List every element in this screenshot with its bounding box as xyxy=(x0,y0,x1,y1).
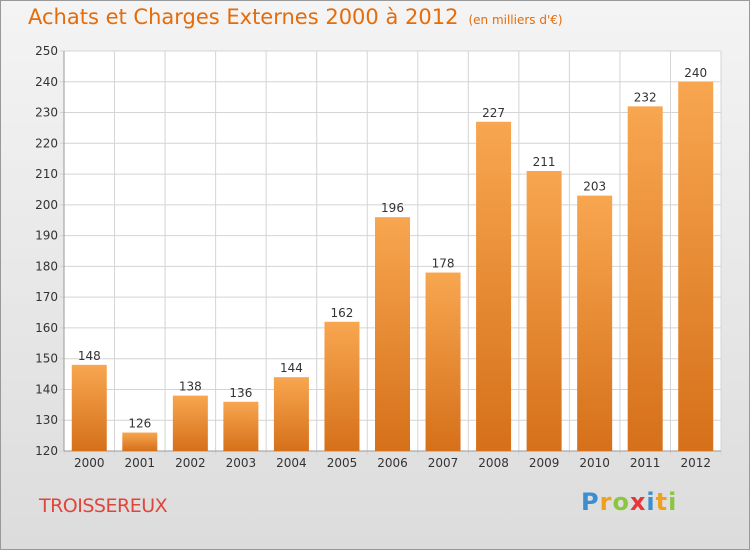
bar-2005 xyxy=(324,321,360,451)
y-tick-label: 150 xyxy=(35,352,58,366)
x-tick-label: 2007 xyxy=(428,456,459,470)
x-tick-label: 2012 xyxy=(680,456,711,470)
bar-2002 xyxy=(172,395,208,451)
bar-2004 xyxy=(273,377,309,451)
y-tick-label: 130 xyxy=(35,413,58,427)
bar-2008 xyxy=(476,121,512,452)
data-label: 136 xyxy=(229,386,252,400)
data-label: 148 xyxy=(78,349,101,363)
chart-title: Achats et Charges Externes 2000 à 2012 (e… xyxy=(28,5,563,29)
bar-2006 xyxy=(375,217,410,451)
data-label: 144 xyxy=(280,361,303,375)
bars-group xyxy=(71,81,714,452)
bar-2003 xyxy=(223,401,259,451)
x-tick-label: 2005 xyxy=(327,456,358,470)
y-tick-label: 200 xyxy=(35,198,58,212)
y-tick-label: 190 xyxy=(35,229,58,243)
data-label: 178 xyxy=(432,257,455,271)
y-tick-label: 180 xyxy=(35,259,58,273)
data-label: 211 xyxy=(533,155,556,169)
bar-2011 xyxy=(627,106,663,451)
x-tick-label: 2001 xyxy=(125,456,156,470)
logo-letter: r xyxy=(599,488,613,516)
logo-letter: t xyxy=(655,488,669,516)
y-tick-label: 240 xyxy=(35,75,58,89)
proxiti-logo: Proxiti xyxy=(581,488,677,516)
town-name: TROISSEREUX xyxy=(39,495,168,517)
logo-letter: P xyxy=(581,488,600,516)
y-tick-label: 160 xyxy=(35,321,58,335)
y-tick-label: 170 xyxy=(35,290,58,304)
logo-letter: o xyxy=(612,488,630,516)
labels-group: 120 130 140 150 160 170 180 190 200 210 220 230 240 2… xyxy=(35,44,711,470)
x-tick-label: 2010 xyxy=(579,456,610,470)
y-tick-label: 250 xyxy=(35,44,58,58)
data-label: 227 xyxy=(482,106,505,120)
data-label: 126 xyxy=(128,417,151,431)
logo-letter: i xyxy=(668,488,678,516)
title-text: Achats et Charges Externes 2000 à 2012 xyxy=(28,5,459,29)
x-tick-label: 2000 xyxy=(74,456,105,470)
y-tick-label: 210 xyxy=(35,167,58,181)
x-tick-label: 2006 xyxy=(377,456,408,470)
x-tick-label: 2003 xyxy=(226,456,257,470)
x-tick-label: 2009 xyxy=(529,456,560,470)
bar-2001 xyxy=(122,432,158,451)
bar-2010 xyxy=(577,195,613,451)
y-tick-label: 220 xyxy=(35,136,58,150)
bar-2007 xyxy=(425,272,461,451)
chart-subtitle: (en milliers d'€) xyxy=(468,13,563,27)
y-tick-label: 140 xyxy=(35,382,58,396)
logo-letter: i xyxy=(646,488,656,516)
x-tick-label: 2004 xyxy=(276,456,307,470)
bar-2000 xyxy=(71,364,107,451)
logo-letter: x xyxy=(629,488,647,516)
bar-2012 xyxy=(678,81,714,452)
bar-2009 xyxy=(526,171,562,451)
y-tick-label: 120 xyxy=(35,444,58,458)
data-label: 162 xyxy=(331,306,354,320)
x-tick-label: 2011 xyxy=(630,456,661,470)
data-label: 240 xyxy=(684,66,707,80)
y-tick-label: 230 xyxy=(35,106,58,120)
x-tick-label: 2002 xyxy=(175,456,206,470)
data-label: 138 xyxy=(179,380,202,394)
data-label: 203 xyxy=(583,180,606,194)
data-label: 232 xyxy=(634,90,657,104)
data-label: 196 xyxy=(381,201,404,215)
x-tick-label: 2008 xyxy=(478,456,509,470)
